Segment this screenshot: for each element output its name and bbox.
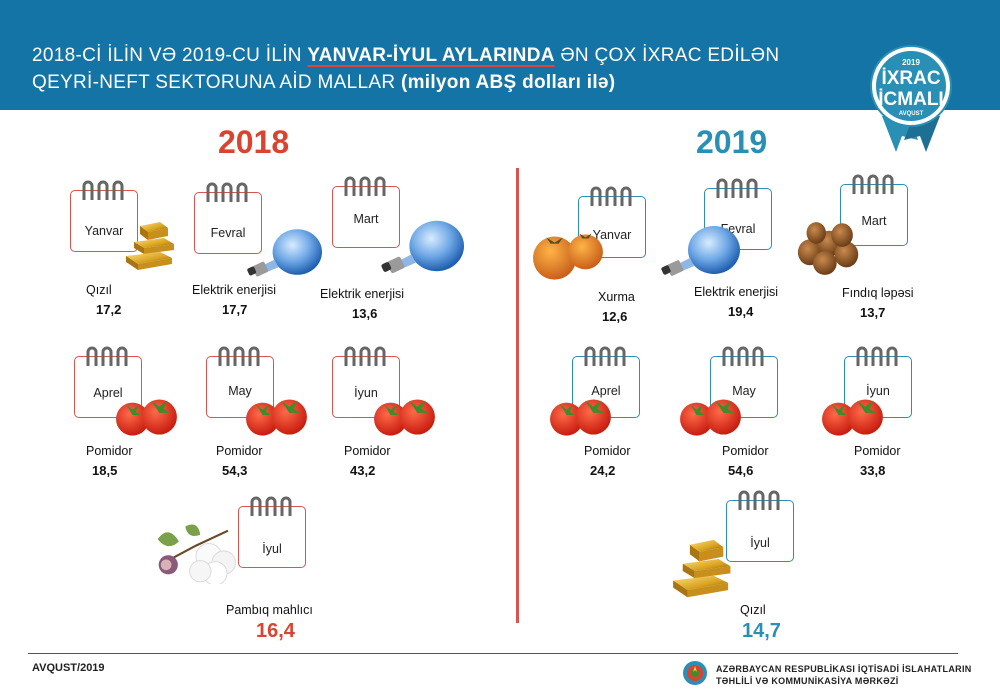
calendar-month-label: İyun xyxy=(354,386,378,400)
product-label: Pomidor xyxy=(86,444,133,458)
product-label: Elektrik enerjisi xyxy=(192,283,277,297)
state-emblem-icon xyxy=(683,661,707,685)
calendar-2019-jul: İyul xyxy=(726,490,794,562)
cotton-icon xyxy=(156,523,237,584)
persimmon-icon xyxy=(533,233,603,280)
product-label: Elektrik enerjisi xyxy=(694,285,779,299)
calendar-month-label: İyul xyxy=(750,536,770,550)
calendar-month-label: Fevral xyxy=(210,226,246,240)
badge-line1: İXRAC xyxy=(881,68,941,89)
export-value: 16,4 xyxy=(256,620,295,642)
product-label: Pomidor xyxy=(722,444,769,458)
page-title: 2018-Cİ İLİN VƏ 2019-CU İLİN YANVAR-İYUL… xyxy=(32,45,780,93)
light-bulb-icon xyxy=(380,220,464,274)
gold-bars-icon xyxy=(126,222,174,270)
light-bulb-icon xyxy=(660,226,740,277)
gold-bars-icon xyxy=(673,539,731,598)
year-2019-heading: 2019 xyxy=(696,124,768,160)
footer-organization: AZƏRBAYCAN RESPUBLİKASI İQTİSADİ İSLAHAT… xyxy=(716,664,972,686)
export-review-badge: 2019 İXRAC İCMALI AVQUST xyxy=(868,44,954,156)
calendar-month-label: May xyxy=(732,384,756,398)
calendar-month-label: İyul xyxy=(262,542,282,556)
product-label: Pomidor xyxy=(854,444,901,458)
export-value: 24,2 xyxy=(590,463,616,478)
tomato-icon xyxy=(680,399,741,436)
calendar-month-label: Yanvar xyxy=(84,224,124,238)
header-banner: 2018-Cİ İLİN VƏ 2019-CU İLİN YANVAR-İYUL… xyxy=(0,0,1000,110)
export-value: 12,6 xyxy=(602,309,628,324)
product-label: Qızıl xyxy=(740,603,766,617)
tomato-icon xyxy=(550,399,611,436)
calendar-month-label: May xyxy=(228,384,252,398)
calendar-2018-jul: İyul xyxy=(238,496,306,568)
product-label: Pomidor xyxy=(344,444,391,458)
export-value: 17,2 xyxy=(96,302,122,317)
tomato-icon xyxy=(822,399,883,436)
hazelnut-icon xyxy=(797,222,859,275)
export-value: 54,6 xyxy=(728,463,754,478)
export-value: 13,6 xyxy=(352,306,378,321)
export-value: 18,5 xyxy=(92,463,118,478)
export-value: 17,7 xyxy=(222,302,248,317)
tomato-icon xyxy=(374,399,435,436)
calendar-2018-jan: Yanvar xyxy=(70,180,138,252)
product-label: Pomidor xyxy=(216,444,263,458)
calendar-month-label: Mart xyxy=(353,212,379,226)
export-value: 43,2 xyxy=(350,463,376,478)
product-label: Pambıq mahlıcı xyxy=(226,603,313,617)
year-divider xyxy=(516,168,519,623)
calendar-month-label: Aprel xyxy=(591,384,621,398)
product-label: Qızıl xyxy=(86,283,112,297)
export-value: 33,8 xyxy=(860,463,886,478)
calendar-month-label: İyun xyxy=(866,384,890,398)
calendar-2019-may: May xyxy=(710,346,778,418)
export-value: 54,3 xyxy=(222,463,248,478)
footer-date: AVQUST/2019 xyxy=(32,662,105,674)
calendar-2018-feb: Fevral xyxy=(194,182,262,254)
export-value: 19,4 xyxy=(728,304,754,319)
product-label: Elektrik enerjisi xyxy=(320,287,405,301)
footer-divider xyxy=(28,653,958,654)
calendar-month-label: Aprel xyxy=(93,386,123,400)
product-label: Xurma xyxy=(598,290,635,304)
product-label: Fındıq ləpəsi xyxy=(842,286,914,300)
light-bulb-icon xyxy=(246,229,322,278)
badge-year: 2019 xyxy=(902,58,920,67)
tomato-icon xyxy=(116,399,177,436)
product-label: Pomidor xyxy=(584,444,631,458)
export-value: 14,7 xyxy=(742,620,781,642)
export-value: 13,7 xyxy=(860,305,886,320)
badge-month: AVQUST xyxy=(898,111,924,117)
tomato-icon xyxy=(246,399,307,436)
year-2018-heading: 2018 xyxy=(218,124,290,160)
calendar-month-label: Mart xyxy=(861,214,887,228)
badge-line2: İCMALI xyxy=(878,89,944,110)
calendar-2018-mar: Mart xyxy=(332,176,400,248)
calendar-month-label: Yanvar xyxy=(592,228,632,242)
